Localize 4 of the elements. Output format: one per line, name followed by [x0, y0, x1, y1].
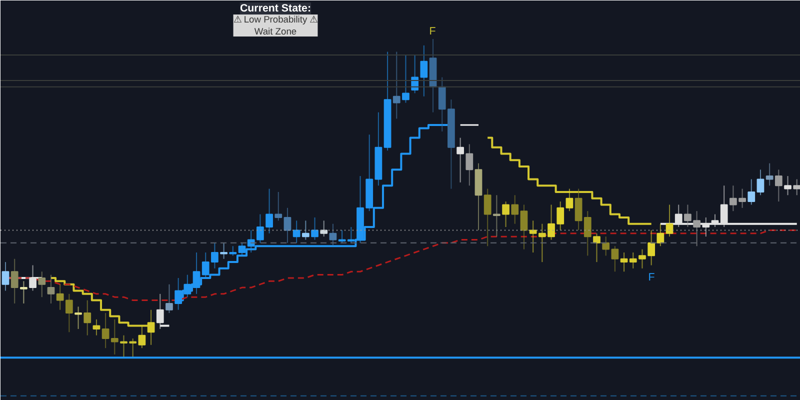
text: Current State: [240, 2, 312, 14]
text: ⚠ Low Probability ⚠ Wait Zone [233, 14, 318, 36]
annotation: F [648, 272, 656, 284]
text: F [429, 26, 436, 38]
